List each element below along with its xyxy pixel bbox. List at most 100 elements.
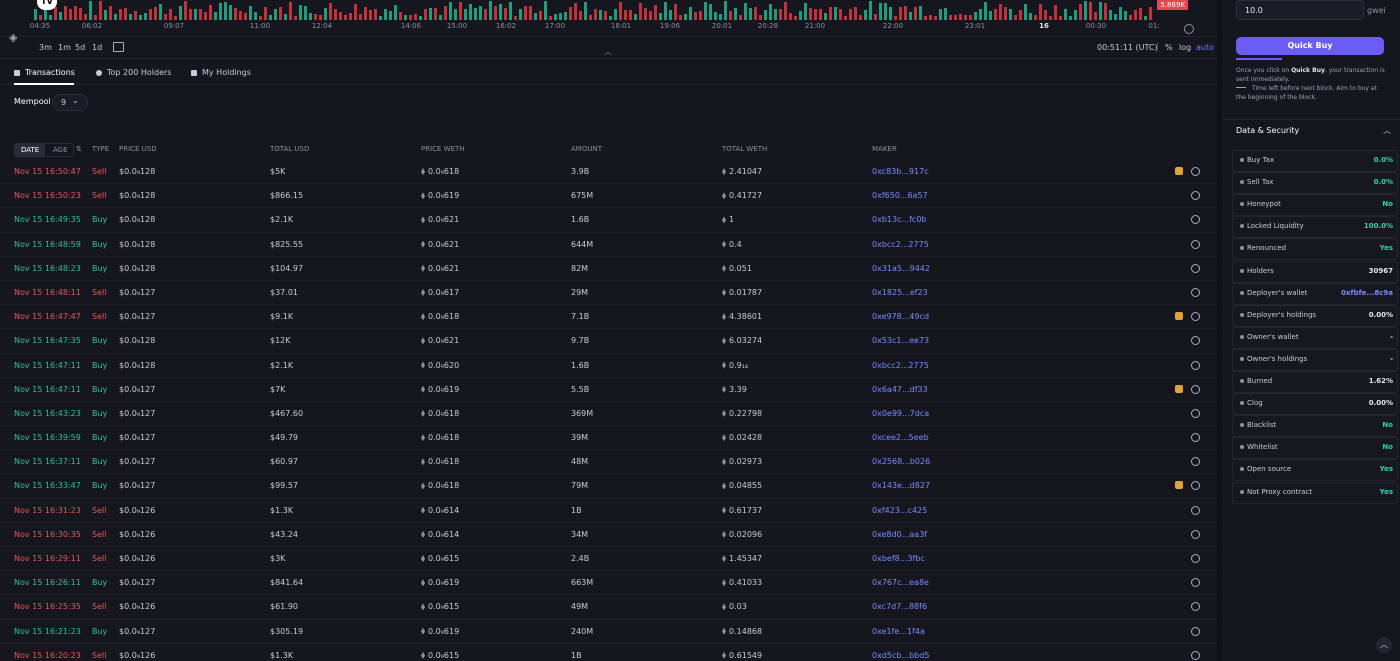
external-link-icon[interactable] (1191, 263, 1200, 273)
table-row[interactable]: Nov 15 16:31:23 Sell $0.0₉126 $1.3K 0.0₉614 1… (0, 499, 1217, 523)
tx-maker-link[interactable]: 0xb13c...fc0b (872, 215, 927, 225)
external-link-icon[interactable] (1191, 215, 1200, 225)
timeframe-1m[interactable]: 1m (58, 43, 71, 52)
info-icon[interactable] (1240, 202, 1244, 207)
tx-maker-link[interactable]: 0xbcc2...2775 (872, 360, 929, 370)
external-link-icon[interactable] (1191, 505, 1200, 515)
table-row[interactable]: Nov 15 16:20:23 Sell $0.0₉126 $1.3K 0.0₉615 1… (0, 644, 1217, 661)
external-link-icon[interactable] (1191, 384, 1200, 394)
external-link-icon[interactable] (1191, 554, 1200, 563)
table-row[interactable]: Nov 15 16:49:35 Buy $0.0₉128 $2.1K 0.0₉621 1.… (0, 208, 1217, 233)
tx-maker-link[interactable]: 0xc7d7...88f6 (872, 602, 928, 612)
tx-maker-link[interactable]: 0x1825...ef23 (872, 287, 928, 297)
tab-my-holdings[interactable]: My Holdings (191, 68, 251, 77)
info-icon[interactable] (1240, 290, 1244, 295)
info-icon[interactable] (1240, 268, 1244, 273)
info-icon[interactable] (1240, 158, 1244, 162)
timeframe-3m[interactable]: 3m (39, 43, 52, 52)
info-icon[interactable] (1240, 445, 1244, 450)
mempool-select[interactable]: 9 ⌄ (52, 94, 88, 111)
tx-maker-link[interactable]: 0xbcc2...2775 (872, 239, 929, 249)
info-icon[interactable] (1240, 356, 1244, 361)
info-icon[interactable] (1240, 489, 1244, 494)
chevron-up-icon[interactable]: ︿ (1383, 126, 1391, 135)
info-icon[interactable] (1240, 224, 1244, 229)
info-icon[interactable] (1240, 334, 1244, 339)
tab-top-holders[interactable]: Top 200 Holders (96, 68, 171, 77)
info-icon[interactable] (1240, 379, 1244, 383)
tx-maker-link[interactable]: 0x2568...b026 (872, 457, 931, 467)
table-row[interactable]: Nov 15 16:39:59 Buy $0.0₉127 $49.79 0.0₉618 3… (0, 426, 1217, 451)
table-row[interactable]: Nov 15 16:47:11 Buy $0.0₉127 $7K 0.0₉619 5.5B… (0, 378, 1217, 402)
tx-maker-link[interactable]: 0xd5cb...bbd5 (872, 650, 930, 660)
chart-settings-icon[interactable] (1184, 24, 1194, 34)
tx-maker-link[interactable]: 0x767c...ea8e (872, 578, 929, 588)
external-link-icon[interactable] (1191, 408, 1200, 418)
collapse-chart-icon[interactable]: ︿ (604, 47, 612, 56)
security-value[interactable]: 0xfbfe...8c9a (1341, 288, 1393, 297)
date-age-toggle[interactable]: DATE AGE (14, 143, 74, 157)
tradingview-logo[interactable]: TV (37, 0, 57, 10)
tx-maker-link[interactable]: 0xe1fe...1f4a (872, 626, 925, 636)
external-link-icon[interactable] (1191, 626, 1200, 636)
scroll-up-icon[interactable]: ︿ (1376, 637, 1392, 653)
date-option[interactable]: DATE (21, 146, 40, 154)
table-row[interactable]: Nov 15 16:47:47 Sell $0.0₉127 $9.1K 0.0₉618 7… (0, 305, 1217, 330)
table-row[interactable]: Nov 15 16:48:59 Buy $0.0₉128 $825.55 0.0₉621… (0, 233, 1217, 257)
external-link-icon[interactable] (1191, 578, 1200, 588)
table-row[interactable]: Nov 15 16:29:11 Sell $0.0₉126 $3K 0.0₉615 2.4… (0, 547, 1217, 572)
table-row[interactable]: Nov 15 16:50:47 Sell $0.0₉128 $5K 0.0₉618 3.9… (0, 160, 1217, 185)
percent-toggle[interactable]: % (1165, 43, 1173, 52)
external-link-icon[interactable] (1191, 360, 1200, 370)
price-chart[interactable]: TV 5.869K 04:35 06:02 09:07 11:00 12:04 14:06… (0, 0, 1217, 37)
sort-icon[interactable]: ⇅ (76, 145, 82, 153)
tab-transactions[interactable]: Transactions (14, 68, 75, 77)
table-row[interactable]: Nov 15 16:26:11 Buy $0.0₉127 $841.64 0.0₉619… (0, 571, 1217, 596)
auto-toggle[interactable]: auto (1196, 43, 1215, 52)
tx-maker-link[interactable]: 0x6a47...df33 (872, 384, 928, 394)
panel-divider[interactable] (1217, 0, 1222, 661)
external-link-icon[interactable] (1191, 336, 1200, 346)
tx-maker-link[interactable]: 0x0e99...7dca (872, 408, 930, 418)
tx-maker-link[interactable]: 0xf650...6a57 (872, 191, 928, 201)
utc-clock[interactable]: 00:51:11 (UTC) (1097, 43, 1158, 52)
tx-maker-link[interactable]: 0xe978...49cd (872, 312, 930, 322)
info-icon[interactable] (1240, 467, 1244, 472)
external-link-icon[interactable] (1191, 529, 1200, 539)
external-link-icon[interactable] (1191, 239, 1200, 249)
external-link-icon[interactable] (1191, 287, 1200, 297)
info-icon[interactable] (1240, 246, 1244, 251)
tx-maker-link[interactable]: 0x143e...d827 (872, 481, 930, 491)
table-row[interactable]: Nov 15 16:33:47 Buy $0.0₉127 $99.57 0.0₉618 7… (0, 474, 1217, 499)
gas-input[interactable]: 10.0 (1236, 0, 1364, 20)
external-link-icon[interactable] (1191, 433, 1200, 443)
external-link-icon[interactable] (1191, 481, 1200, 491)
table-row[interactable]: Nov 15 16:43:23 Buy $0.0₉127 $467.60 0.0₉618… (0, 402, 1217, 427)
date-range-icon[interactable] (113, 42, 124, 52)
table-row[interactable]: Nov 15 16:25:35 Sell $0.0₉126 $61.90 0.0₉615… (0, 595, 1217, 620)
table-row[interactable]: Nov 15 16:37:11 Buy $0.0₉127 $60.97 0.0₉618 4… (0, 450, 1217, 475)
external-link-icon[interactable] (1191, 312, 1200, 322)
external-link-icon[interactable] (1191, 650, 1200, 660)
tx-maker-link[interactable]: 0x31a5...9442 (872, 263, 930, 273)
table-row[interactable]: Nov 15 16:50:23 Sell $0.0₉128 $866.15 0.0₉61… (0, 184, 1217, 209)
log-toggle[interactable]: log (1179, 43, 1192, 52)
tx-maker-link[interactable]: 0xbef8...3fbc (872, 554, 925, 563)
external-link-icon[interactable] (1191, 602, 1200, 612)
timeframe-1d[interactable]: 1d (92, 43, 103, 52)
tx-maker-link[interactable]: 0xe8d0...aa3f (872, 529, 928, 539)
tx-maker-link[interactable]: 0xc83b...917c (872, 167, 929, 176)
info-icon[interactable] (1240, 423, 1244, 428)
tx-maker-link[interactable]: 0xcee2...5eeb (872, 433, 929, 443)
table-row[interactable]: Nov 15 16:47:35 Buy $0.0₉128 $12K 0.0₉621 9.7… (0, 329, 1217, 354)
tx-maker-link[interactable]: 0x53c1...ee73 (872, 336, 930, 346)
table-row[interactable]: Nov 15 16:48:23 Buy $0.0₉128 $104.97 0.0₉621… (0, 257, 1217, 281)
table-row[interactable]: Nov 15 16:48:11 Sell $0.0₉127 $37.01 0.0₉617… (0, 281, 1217, 306)
age-option[interactable]: AGE (53, 146, 68, 154)
quick-buy-button[interactable]: Quick Buy (1236, 37, 1384, 55)
external-link-icon[interactable] (1191, 457, 1200, 467)
info-icon[interactable] (1240, 180, 1244, 185)
table-row[interactable]: Nov 15 16:47:11 Buy $0.0₉128 $2.1K 0.0₉620 1.… (0, 354, 1217, 378)
external-link-icon[interactable] (1191, 167, 1200, 176)
timeframe-5d[interactable]: 5d (75, 43, 86, 52)
